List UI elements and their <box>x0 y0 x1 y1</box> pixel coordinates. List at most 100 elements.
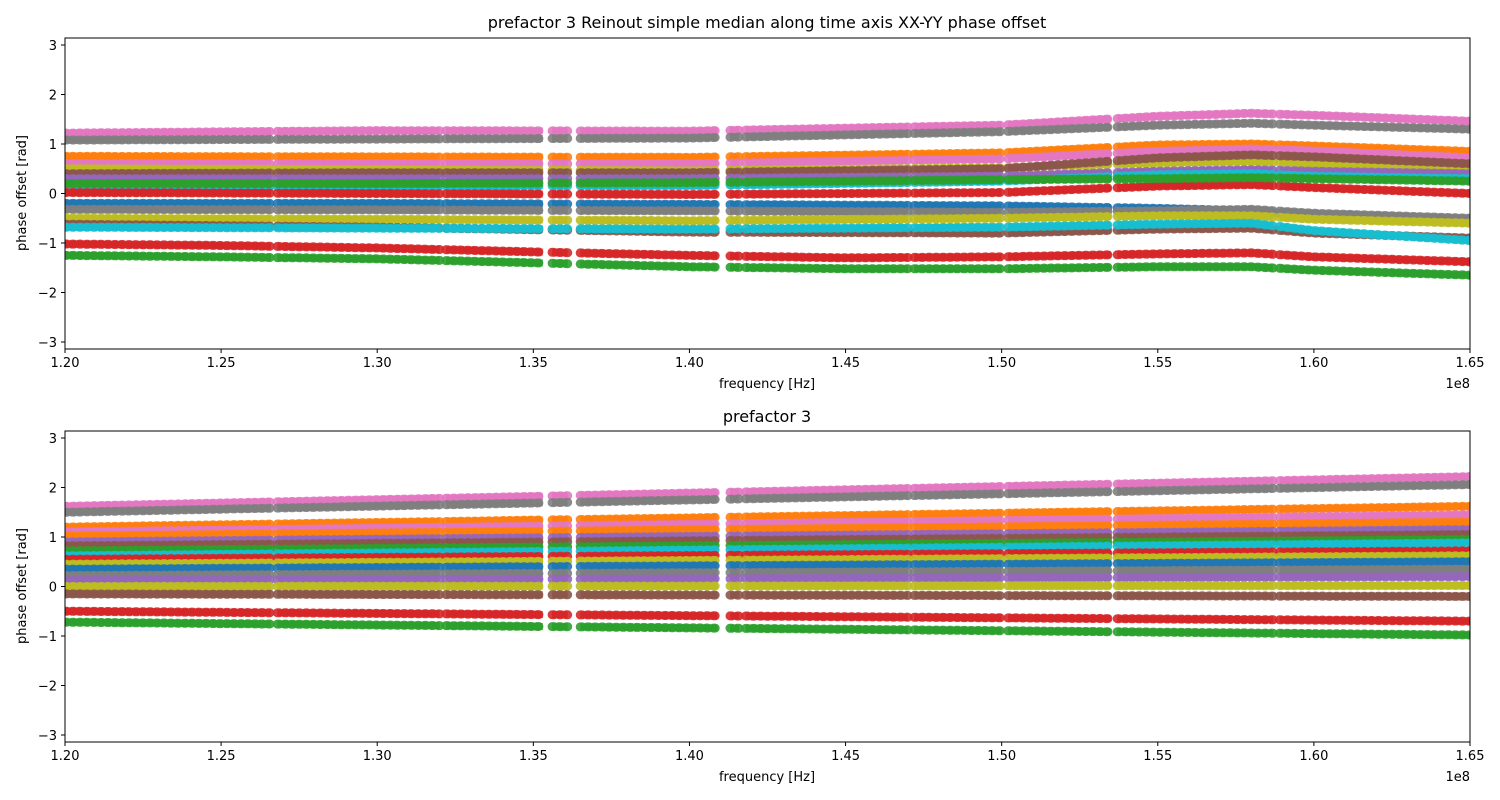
series-dots <box>575 568 722 578</box>
series-9 <box>65 173 1470 189</box>
series-dots <box>1275 546 1470 557</box>
series-dots <box>272 522 445 534</box>
series-dots <box>741 129 913 142</box>
series-dots <box>1003 548 1116 559</box>
x-tick-label: 1.50 <box>987 356 1016 371</box>
series-dots <box>1003 528 1116 539</box>
series-2 <box>65 501 1470 532</box>
series-dots <box>1275 119 1470 134</box>
series-dots <box>1003 521 1116 532</box>
series-dots <box>1275 165 1470 179</box>
series-dots <box>1003 262 1116 274</box>
series-dots <box>741 251 913 263</box>
series-dots <box>575 259 722 272</box>
series-dots <box>909 529 1007 539</box>
series-dots <box>909 222 1007 233</box>
series-dots <box>1112 139 1278 152</box>
series-dots <box>272 562 445 573</box>
x-tick-label: 1.65 <box>1456 749 1485 764</box>
y-tick-label: 2 <box>49 89 57 104</box>
x-axis-offset-label-bottom: 1e8 <box>1445 770 1470 785</box>
series-dots <box>65 250 276 262</box>
series-dots <box>1112 483 1278 496</box>
x-axis-offset-label-top: 1e8 <box>1445 377 1470 392</box>
series-dots <box>1112 565 1278 576</box>
x-tick-label: 1.20 <box>51 749 80 764</box>
series-dots <box>575 622 722 633</box>
series-dots <box>1003 479 1116 491</box>
series-dots <box>1275 109 1470 126</box>
series-dots <box>272 575 445 585</box>
series-dots <box>1275 525 1470 536</box>
series-dots <box>441 256 548 268</box>
series-dots <box>1003 142 1116 158</box>
series-dots <box>909 533 1007 544</box>
series-dots <box>575 215 722 226</box>
subplot-bottom: prefactor 3 1.20 1.25 1.30 1.35 1.40 1.45 1.50… <box>15 407 1484 785</box>
series-3 <box>65 144 1470 169</box>
series-dots <box>1275 564 1470 575</box>
x-tick-label: 1.45 <box>831 356 860 371</box>
series-dots <box>1003 487 1116 499</box>
series-dots <box>272 569 445 580</box>
series-dots <box>741 491 913 504</box>
series-dots <box>1275 222 1470 245</box>
series-dots <box>1003 514 1116 525</box>
series-dots <box>909 154 1007 165</box>
series-dots <box>65 503 276 517</box>
y-tick-label: −2 <box>38 286 57 301</box>
chart-title-bottom: prefactor 3 <box>723 407 811 426</box>
series-dots <box>575 488 722 500</box>
series-dots <box>272 214 445 224</box>
series-dots <box>741 214 913 225</box>
series-dots <box>909 522 1007 533</box>
series-dots <box>909 559 1007 570</box>
series-dots <box>1275 557 1470 568</box>
series-dots <box>1003 174 1116 185</box>
series-dots <box>1112 262 1278 273</box>
series-dots <box>1112 531 1278 542</box>
series-dots <box>1275 615 1470 626</box>
series-1 <box>65 480 1470 517</box>
series-dots <box>1275 250 1470 267</box>
series-dots <box>1112 150 1278 166</box>
series-dots <box>1275 145 1470 163</box>
series-17 <box>65 617 1470 640</box>
series-dots <box>1275 480 1470 493</box>
series-dots <box>741 534 913 545</box>
series-dots <box>741 560 913 571</box>
series-dots <box>575 206 722 216</box>
series-dots <box>1003 114 1116 130</box>
x-tick-label: 1.25 <box>207 356 236 371</box>
series-dots <box>909 625 1007 636</box>
series-dots <box>741 223 913 234</box>
series-dots <box>1275 157 1470 174</box>
series-dots <box>909 188 1007 198</box>
series-dots <box>909 127 1007 138</box>
x-tick-label: 1.30 <box>363 356 392 371</box>
series-dots <box>1112 248 1278 260</box>
x-tick-label: 1.35 <box>519 356 548 371</box>
series-dots <box>65 222 276 233</box>
series-dots <box>1112 552 1278 563</box>
series-12 <box>65 211 1470 228</box>
x-tick-label: 1.60 <box>1299 749 1328 764</box>
x-tick-label: 1.65 <box>1456 356 1485 371</box>
series-dots <box>65 617 276 629</box>
series-16 <box>65 606 1470 626</box>
series-dots <box>1003 553 1116 564</box>
series-dots <box>65 188 276 198</box>
series-dots <box>1112 118 1278 132</box>
series-dots <box>1112 540 1278 551</box>
series-dots <box>1275 628 1470 640</box>
series-dots <box>909 542 1007 553</box>
series-dots <box>1112 180 1278 193</box>
x-tick-label: 1.55 <box>1143 356 1172 371</box>
series-dots <box>1275 517 1470 529</box>
series-dots <box>1003 149 1116 164</box>
series-dots <box>1003 613 1116 624</box>
series-14 <box>65 218 1470 245</box>
series-1 <box>65 118 1470 145</box>
series-dots <box>65 544 276 556</box>
